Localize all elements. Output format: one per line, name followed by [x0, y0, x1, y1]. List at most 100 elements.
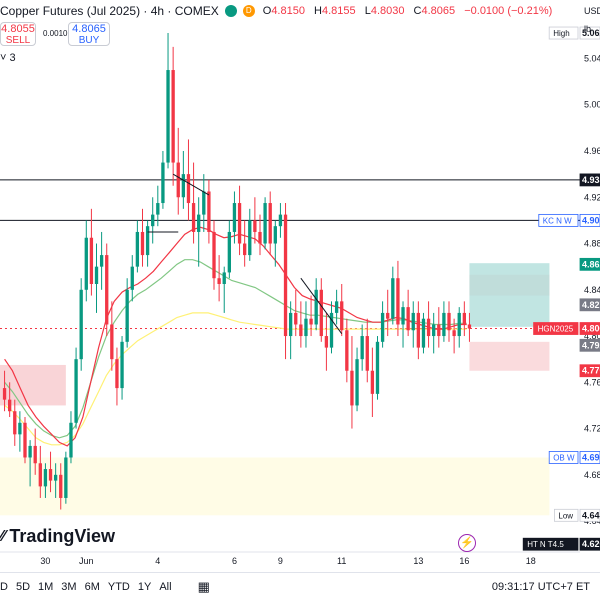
candle-body — [145, 226, 150, 256]
price-tag-box — [579, 322, 600, 335]
low-value: 4.8030 — [370, 5, 405, 17]
timeframe-1y[interactable]: 1Y — [137, 580, 152, 593]
session-clock[interactable]: 09:31:17 UTC+7 ET — [492, 581, 590, 593]
candle-body — [33, 445, 37, 464]
x-tick-label: 13 — [413, 556, 423, 566]
price-tag-label: Low — [558, 511, 573, 520]
timeframe-6m[interactable]: 6M — [84, 580, 100, 593]
price-tag-value: 4.770 — [582, 366, 600, 376]
timeframe-1m[interactable]: 1M — [38, 580, 54, 593]
price-tag-label: OB W — [553, 453, 575, 462]
close-label: C — [413, 5, 422, 17]
candle-body — [232, 203, 237, 232]
bottom-toolbar: D 5D 1M 3M 6M YTD 1Y All ▦ 09:31:17 UTC+… — [0, 572, 600, 600]
sell-button[interactable]: 4.8055 SELL — [0, 22, 36, 46]
price-tag-value: 4.695 — [582, 452, 600, 462]
trendline-0 — [172, 173, 210, 196]
candle-body — [89, 237, 94, 284]
candle-body — [53, 474, 58, 481]
candle-body — [18, 422, 22, 435]
candle-body — [462, 312, 466, 325]
candle-body — [171, 70, 175, 163]
price-tag-value: 4.645 — [582, 510, 600, 520]
candle-body — [273, 226, 277, 244]
candle-body — [48, 469, 53, 481]
candle-body — [237, 203, 242, 244]
indicator-count: 3 — [9, 52, 16, 64]
low-label: L — [364, 5, 371, 17]
buy-button[interactable]: 4.8065 BUY — [68, 22, 110, 46]
candle-body — [64, 457, 68, 498]
price-tag-value: 4.8065 — [582, 324, 600, 334]
candle-body — [74, 359, 78, 423]
delay-badge[interactable]: D — [242, 5, 255, 17]
candle-body — [447, 312, 451, 331]
tradingview-logo: ⁄⁄ TradingView — [0, 526, 115, 547]
candle-body — [217, 278, 221, 284]
price-axis-bg — [580, 0, 600, 572]
candle-body — [38, 463, 42, 487]
candle-body — [222, 272, 226, 284]
candle-body — [2, 388, 7, 400]
x-tick-label: 30 — [40, 556, 50, 566]
candle-body — [181, 174, 186, 198]
candle-body — [350, 370, 354, 406]
lightning-icon[interactable]: ⚡ — [458, 534, 476, 552]
ma-red-line — [4, 226, 467, 447]
price-tag-value: 4.827 — [582, 300, 600, 310]
price-tag-value: 4.900 — [582, 215, 600, 225]
symbol-title[interactable]: Copper Futures (Jul 2025) · 4h · COMEX — [0, 4, 219, 18]
candle-body — [207, 191, 211, 232]
candle-body — [380, 312, 385, 342]
candle-body — [442, 312, 446, 337]
calendar-icon[interactable]: ▦ — [197, 578, 210, 594]
chevron-down-icon: ˅ — [0, 52, 10, 64]
candle-body — [360, 336, 364, 360]
candle-body — [151, 214, 155, 227]
candle-body — [191, 203, 196, 232]
candle-body — [202, 191, 206, 215]
candle-body — [23, 422, 27, 458]
price-tag-label: HT N T4.5 — [527, 540, 564, 549]
price-tag-box — [579, 508, 600, 522]
candle-body — [156, 203, 160, 215]
candle-body — [467, 324, 472, 329]
x-tick-label: 18 — [526, 556, 536, 566]
close-value: 4.8065 — [421, 5, 456, 17]
candle-body — [340, 301, 344, 331]
timeframe-3m[interactable]: 3M — [61, 580, 77, 593]
candle-body — [391, 278, 395, 319]
candle-body — [130, 266, 134, 290]
trendline-2 — [300, 277, 343, 335]
candle-body — [370, 370, 375, 394]
candle-body — [186, 174, 191, 204]
zone-red-0 — [0, 364, 66, 406]
x-tick-label: 4 — [155, 556, 160, 566]
candle-body — [176, 162, 180, 198]
y-tick-label: 4.80 — [584, 331, 600, 341]
high-value: 4.8155 — [321, 5, 356, 17]
candle-body — [319, 289, 323, 337]
candle-body — [99, 255, 104, 267]
x-tick-label: 9 — [278, 556, 283, 566]
y-tick-label: 5.00 — [584, 100, 600, 110]
price-tag-box — [579, 26, 600, 40]
candle-body — [278, 214, 283, 227]
candle-body — [258, 231, 262, 244]
ohlc-readout: O4.8150 H4.8155 L4.8030 C4.8065 −0.0100 … — [263, 5, 553, 17]
y-tick-label: 4.72 — [584, 424, 600, 434]
candle-body — [355, 359, 359, 406]
price-tag-label-box — [554, 508, 579, 522]
timeframe-ytd[interactable]: YTD — [107, 580, 130, 593]
candle-body — [375, 341, 380, 394]
candle-body — [125, 289, 129, 342]
sell-price: 4.8055 — [1, 23, 35, 35]
timeframe-5d[interactable]: 5D — [15, 580, 31, 593]
price-tag-box — [579, 257, 600, 271]
indicator-toggle[interactable]: ˅ 3 — [0, 52, 16, 64]
tradingview-mark-icon: ⁄⁄ — [0, 527, 6, 545]
timeframe-d[interactable]: D — [0, 580, 8, 593]
price-tag-label: HGN2025 — [538, 325, 574, 334]
timeframe-all[interactable]: All — [159, 580, 172, 593]
